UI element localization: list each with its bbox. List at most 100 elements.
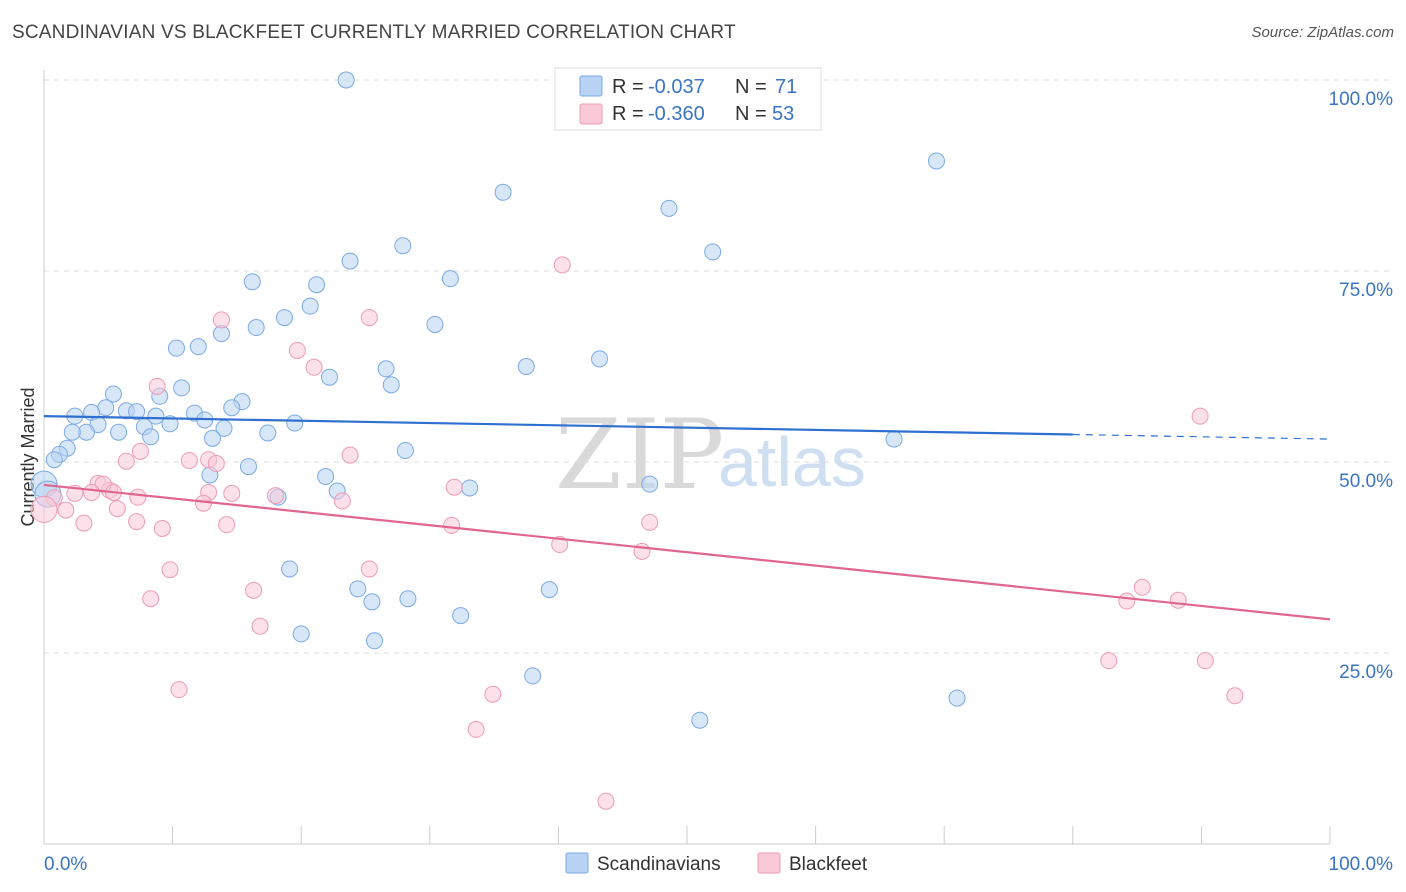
scandinavians-point-31 — [147, 407, 165, 425]
blackfeet-point-8 — [117, 452, 135, 470]
blackfeet-point-49 — [484, 685, 502, 703]
blackfeet-points — [30, 256, 1244, 810]
scandinavians-point-64 — [399, 590, 417, 608]
scandinavians-point-3 — [660, 199, 678, 217]
scandinavians-trend-extension — [1072, 433, 1331, 440]
blackfeet-point-6 — [1191, 407, 1209, 425]
blackfeet-point-33 — [218, 516, 236, 534]
scandinavians-point-46 — [885, 430, 903, 448]
scandinavians-point-19 — [377, 360, 395, 378]
blackfeet-point-25 — [333, 492, 351, 510]
blackfeet-point-38 — [161, 561, 179, 579]
blackfeet-point-36 — [551, 536, 569, 554]
blackfeet-point-5 — [148, 377, 166, 395]
blackfeet-point-43 — [1118, 592, 1136, 610]
scandinavians-point-6 — [341, 252, 359, 270]
blackfeet-point-52 — [597, 792, 615, 810]
blackfeet-point-39 — [360, 560, 378, 578]
blackfeet-point-3 — [288, 341, 306, 359]
blackfeet-point-44 — [1169, 591, 1187, 609]
scandinavians-point-45 — [203, 429, 221, 447]
blackfeet-point-46 — [1100, 652, 1118, 670]
source-label: Source: ZipAtlas.com — [1251, 24, 1394, 41]
blackfeet-point-32 — [153, 519, 171, 537]
scandinavians-point-4 — [394, 237, 412, 255]
x-tick-label-100: 100.0% — [1329, 854, 1394, 875]
scandinavians-point-62 — [540, 581, 558, 599]
scandinavians-point-48 — [396, 442, 414, 460]
legend-r-value-1: -0.360 — [648, 103, 705, 125]
scandinavians-point-69 — [948, 689, 966, 707]
legend-swatch-scandinavians — [579, 75, 603, 97]
legend-swatch-blackfeet — [579, 103, 603, 125]
y-tick-label-50: 50.0% — [1339, 471, 1393, 492]
blackfeet-point-47 — [1196, 652, 1214, 670]
scandinavians-point-20 — [320, 368, 338, 386]
legend-n-value-1: 53 — [772, 103, 794, 125]
legend-n-label-0: N = — [735, 76, 767, 98]
bottom-legend-label-blackfeet: Blackfeet — [789, 854, 868, 875]
blackfeet-point-17 — [83, 484, 101, 502]
scandinavians-point-22 — [173, 379, 191, 397]
legend-r-label-1: R = — [612, 103, 644, 125]
scandinavians-point-51 — [239, 458, 257, 476]
scandinavians-point-11 — [275, 309, 293, 327]
blackfeet-point-23 — [223, 484, 241, 502]
scandinavians-point-36 — [286, 414, 304, 432]
bottom-legend-swatch-scandinavians — [565, 852, 589, 874]
scandinavians-point-42 — [63, 423, 81, 441]
blackfeet-point-12 — [341, 446, 359, 464]
blackfeet-point-0 — [553, 256, 571, 274]
legend-n-value-0: 71 — [775, 76, 797, 98]
scandinavians-point-68 — [524, 667, 542, 685]
blackfeet-point-45 — [251, 617, 269, 635]
scandinavians-point-43 — [259, 424, 277, 442]
scandinavians-point-61 — [349, 580, 367, 598]
scandinavians-point-7 — [441, 270, 459, 288]
y-tick-label-25: 25.0% — [1339, 662, 1393, 683]
scandinavians-point-70 — [691, 711, 709, 729]
scandinavians-point-2 — [494, 183, 512, 201]
blackfeet-point-29 — [57, 501, 75, 519]
bottom-legend-swatch-blackfeet — [757, 852, 781, 874]
blackfeet-point-22 — [445, 478, 463, 496]
blackfeet-point-34 — [443, 516, 461, 534]
watermark-atlas: atlas — [718, 423, 866, 501]
scandinavians-point-15 — [189, 338, 207, 356]
scandinavians-point-26 — [223, 399, 241, 417]
scandinavians-point-66 — [292, 625, 310, 643]
blackfeet-point-19 — [129, 488, 147, 506]
scandinavians-trend-line — [43, 415, 1073, 436]
blackfeet-point-9 — [180, 451, 198, 469]
scandinavians-point-50 — [45, 451, 63, 469]
blackfeet-point-24 — [266, 487, 284, 505]
scandinavians-point-8 — [243, 273, 261, 291]
blackfeet-trend-line — [43, 483, 1331, 621]
y-tick-labels: 25.0% 50.0% 75.0% 100.0% — [1329, 89, 1394, 683]
blackfeet-point-48 — [170, 681, 188, 699]
watermark-zip: ZIP — [555, 399, 724, 511]
scandinavians-point-35 — [161, 415, 179, 433]
scandinavians-point-13 — [426, 315, 444, 333]
scandinavians-point-60 — [281, 560, 299, 578]
legend-n-label-1: N = — [735, 103, 767, 125]
scandinavians-point-67 — [366, 632, 384, 650]
legend-r-label-0: R = — [612, 76, 644, 98]
y-tick-label-75: 75.0% — [1339, 280, 1393, 301]
scandinavians-point-23 — [104, 385, 122, 403]
bottom-legend-label-scandinavians: Scandinavians — [597, 854, 721, 875]
scandinavians-point-44 — [142, 428, 160, 446]
blackfeet-point-28 — [30, 495, 58, 523]
x-tick-label-0: 0.0% — [44, 854, 87, 875]
scandinavians-point-0 — [337, 71, 355, 89]
blackfeet-point-42 — [142, 590, 160, 608]
top-legend: R = -0.037 N = 71 R = -0.360 N = 53 — [554, 67, 822, 131]
blackfeet-point-7 — [131, 442, 149, 460]
scandinavians-point-21 — [382, 376, 400, 394]
scandinavians-point-57 — [461, 479, 479, 497]
trend-lines — [43, 415, 1331, 621]
bottom-legend: Scandinavians Blackfeet — [565, 852, 868, 875]
y-tick-label-100: 100.0% — [1329, 89, 1394, 110]
scandinavians-point-9 — [308, 276, 326, 294]
